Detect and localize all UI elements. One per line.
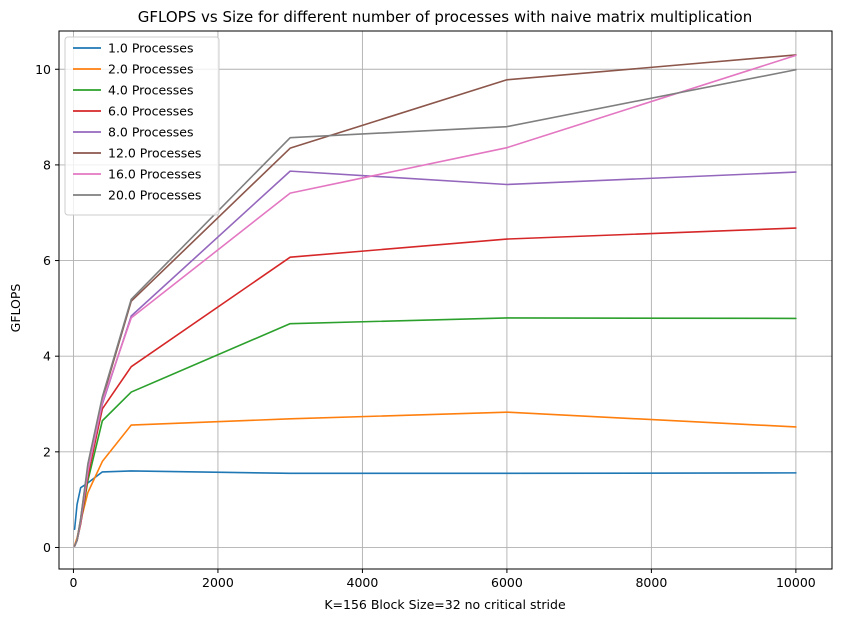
legend-label: 20.0 Processes [108, 188, 201, 203]
x-tick-label: 0 [69, 575, 77, 590]
plot-frame [58, 30, 833, 570]
y-tick-label: 6 [43, 253, 51, 268]
grid-lines [59, 31, 832, 569]
y-tick-label: 0 [43, 540, 51, 555]
legend-label: 1.0 Processes [108, 41, 193, 56]
legend-label: 4.0 Processes [108, 83, 193, 98]
legend-label: 2.0 Processes [108, 62, 193, 77]
x-axis-label: K=156 Block Size=32 no critical stride [324, 597, 566, 612]
x-tick-label: 6000 [491, 575, 523, 590]
y-axis-label: GFLOPS [8, 284, 23, 333]
legend: 1.0 Processes 2.0 Processes 4.0 Processes 6… [64, 36, 220, 216]
legend-label: 6.0 Processes [108, 104, 193, 119]
x-tick-label: 4000 [347, 575, 379, 590]
y-tick-label: 8 [43, 157, 51, 172]
legend-label: 16.0 Processes [108, 167, 201, 182]
y-tick-label: 4 [43, 349, 51, 364]
x-tick-label: 10000 [776, 575, 816, 590]
legend-box [64, 36, 220, 216]
y-tick-label: 10 [35, 62, 51, 77]
legend-label: 8.0 Processes [108, 125, 193, 140]
axis-ticks: 0 2000 4000 6000 8000 10000 0 2 4 6 8 10 [35, 62, 816, 590]
chart-title: GFLOPS vs Size for different number of p… [138, 8, 752, 26]
legend-label: 12.0 Processes [108, 146, 201, 161]
y-tick-label: 2 [43, 444, 51, 459]
series-lines [73, 54, 797, 547]
x-tick-label: 8000 [635, 575, 667, 590]
x-tick-label: 2000 [202, 575, 234, 590]
series-line-0 [73, 470, 797, 531]
series-line-7 [73, 68, 797, 547]
